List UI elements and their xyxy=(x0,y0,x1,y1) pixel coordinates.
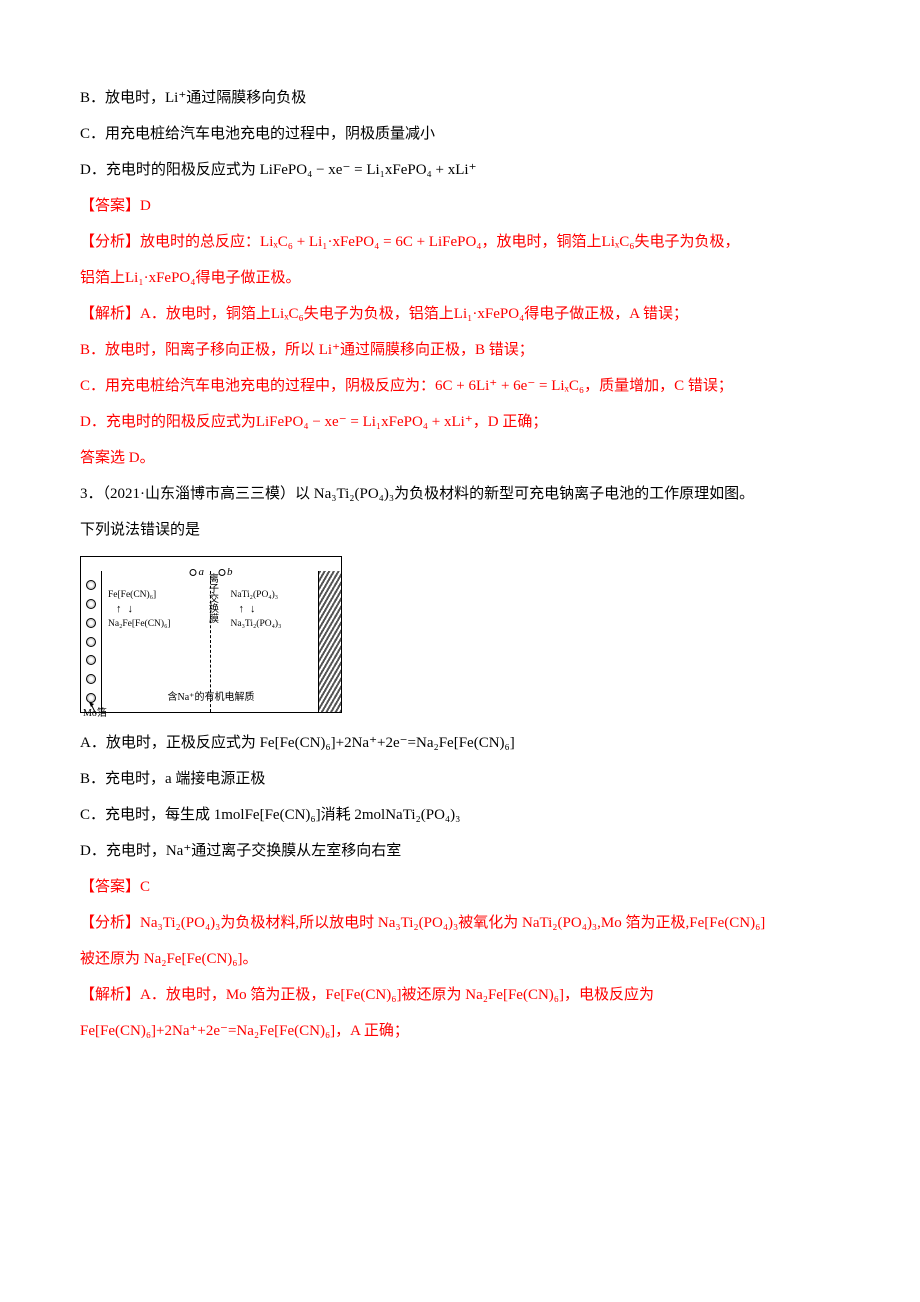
electrolyte-label: 含Na⁺的有机电解质 xyxy=(168,686,255,710)
option-d-eq: LiFePO₄ − xe⁻ = Li₁xFePO₄ + xLi⁺ xyxy=(260,162,477,178)
explain-1a-li2: Li₁·xFePO₄ xyxy=(454,306,524,322)
explain-1a-t2: 失电子为负极，铝箔上 xyxy=(304,306,454,322)
explain-1b: B．放电时，阳离子移向正极，所以 Li⁺通过隔膜移向正极，B 错误； xyxy=(80,332,840,368)
explain-3a-line1: 【解析】A．放电时，Mo 箔为正极，Fe[Fe(CN)₆]被还原为 Na₂Fe[… xyxy=(80,977,840,1013)
analysis-1-t4: 铝箔上 xyxy=(80,270,125,286)
mo-arrow-icon xyxy=(89,702,103,716)
explain-1d-t1: D．充电时的阳极反应式为 xyxy=(80,414,256,430)
answer-1-final: 答案选 D。 xyxy=(80,440,840,476)
explain-1c-t1: C．用充电桩给汽车电池充电的过程中，阴极反应为： xyxy=(80,378,435,394)
q3-option-d: D．充电时，Na⁺通过离子交换膜从左室移向右室 xyxy=(80,833,840,869)
analysis-1-line2: 铝箔上Li₁·xFePO₄得电子做正极。 xyxy=(80,260,840,296)
q3-stem-1: 3．（2021·山东淄博市高三三模）以 Na₃Ti₂(PO₄)₃为负极材料的新型… xyxy=(80,476,840,512)
membrane-label: 离子交换膜 xyxy=(207,573,218,623)
analysis-3-label: 【分析】 xyxy=(80,915,140,931)
explain-1a-li: LiₓC₆ xyxy=(271,306,304,322)
explain-1d-eq: LiFePO₄ − xe⁻ = Li₁xFePO₄ + xLi⁺ xyxy=(256,414,473,430)
answer-1-value: D xyxy=(140,198,151,214)
q3-stem-2: 下列说法错误的是 xyxy=(80,512,840,548)
left-bot-formula: Na₂Fe[Fe(CN)₆] xyxy=(108,618,206,630)
option-d: D．充电时的阳极反应式为 LiFePO₄ − xe⁻ = Li₁xFePO₄ +… xyxy=(80,152,840,188)
explain-3a-t1: A．放电时，Mo 箔为正极，Fe[Fe(CN)₆]被还原为 Na₂Fe[Fe(C… xyxy=(140,987,654,1003)
analysis-1-line1: 【分析】放电时的总反应：LiₓC₆ + Li₁·xFePO₄ = 6C + Li… xyxy=(80,224,840,260)
explain-1c-eq: 6C + 6Li⁺ + 6e⁻ = LiₓC₆ xyxy=(435,378,584,394)
analysis-1-t3: 失电子为负极， xyxy=(634,234,739,250)
right-top-formula: NaTi₂(PO₄)₃ xyxy=(231,589,315,601)
analysis-1-t2: ，放电时，铜箔上 xyxy=(482,234,602,250)
analysis-1-t1: 放电时的总反应： xyxy=(140,234,260,250)
explain-1c: C．用充电桩给汽车电池充电的过程中，阴极反应为：6C + 6Li⁺ + 6e⁻ … xyxy=(80,368,840,404)
analysis-1-li2: Li₁·xFePO₄ xyxy=(125,270,195,286)
explain-1-label: 【解析】 xyxy=(80,306,140,322)
mo-electrode xyxy=(81,571,102,712)
answer-1: 【答案】D xyxy=(80,188,840,224)
answer-3: 【答案】C xyxy=(80,869,840,905)
q3-option-c: C．充电时，每生成 1molFe[Fe(CN)₆]消耗 2molNaTi₂(PO… xyxy=(80,797,840,833)
q3-option-a: A．放电时，正极反应式为 Fe[Fe(CN)₆]+2Na⁺+2e⁻=Na₂Fe[… xyxy=(80,725,840,761)
explain-1d: D．充电时的阳极反应式为LiFePO₄ − xe⁻ = Li₁xFePO₄ + … xyxy=(80,404,840,440)
explain-1a-t1: A．放电时，铜箔上 xyxy=(140,306,271,322)
explain-1d-t2: ，D 正确； xyxy=(473,414,548,430)
battery-diagram: a b Fe[Fe(CN)₆] ↑↓ Na₂Fe[Fe(CN)₆] 离子交换膜 … xyxy=(80,556,342,713)
option-d-prefix: D．充电时的阳极反应式为 xyxy=(80,162,256,178)
option-c: C．用充电桩给汽车电池充电的过程中，阴极质量减小 xyxy=(80,116,840,152)
answer-1-label: 【答案】 xyxy=(80,198,140,214)
option-b: B．放电时，Li⁺通过隔膜移向负极 xyxy=(80,80,840,116)
answer-3-label: 【答案】 xyxy=(80,879,140,895)
right-bot-formula: Na₃Ti₂(PO₄)₃ xyxy=(231,618,315,630)
analysis-1-eq: LiₓC₆ + Li₁·xFePO₄ = 6C + LiFePO₄ xyxy=(260,234,482,250)
analysis-1-t5: 得电子做正极。 xyxy=(195,270,300,286)
explain-1a: 【解析】A．放电时，铜箔上LiₓC₆失电子为负极，铝箔上Li₁·xFePO₄得电… xyxy=(80,296,840,332)
explain-1a-t3: 得电子做正极，A 错误； xyxy=(524,306,688,322)
analysis-1-li: LiₓC₆ xyxy=(602,234,635,250)
analysis-3-line2: 被还原为 Na₂Fe[Fe(CN)₆]。 xyxy=(80,941,840,977)
right-arrows: ↑↓ xyxy=(239,604,315,615)
explain-1c-t2: ，质量增加，C 错误； xyxy=(584,378,733,394)
analysis-3-t1: Na₃Ti₂(PO₄)₃为负极材料,所以放电时 Na₃Ti₂(PO₄)₃被氧化为… xyxy=(140,915,765,931)
explain-3-label: 【解析】 xyxy=(80,987,140,1003)
answer-3-value: C xyxy=(140,879,150,895)
left-arrows: ↑↓ xyxy=(116,604,206,615)
q3-option-b: B．充电时，a 端接电源正极 xyxy=(80,761,840,797)
analysis-3-line1: 【分析】Na₃Ti₂(PO₄)₃为负极材料,所以放电时 Na₃Ti₂(PO₄)₃… xyxy=(80,905,840,941)
left-top-formula: Fe[Fe(CN)₆] xyxy=(108,589,206,601)
right-electrode xyxy=(318,571,341,712)
explain-3a-line2: Fe[Fe(CN)₆]+2Na⁺+2e⁻=Na₂Fe[Fe(CN)₆]，A 正确… xyxy=(80,1013,840,1049)
analysis-1-label: 【分析】 xyxy=(80,234,140,250)
